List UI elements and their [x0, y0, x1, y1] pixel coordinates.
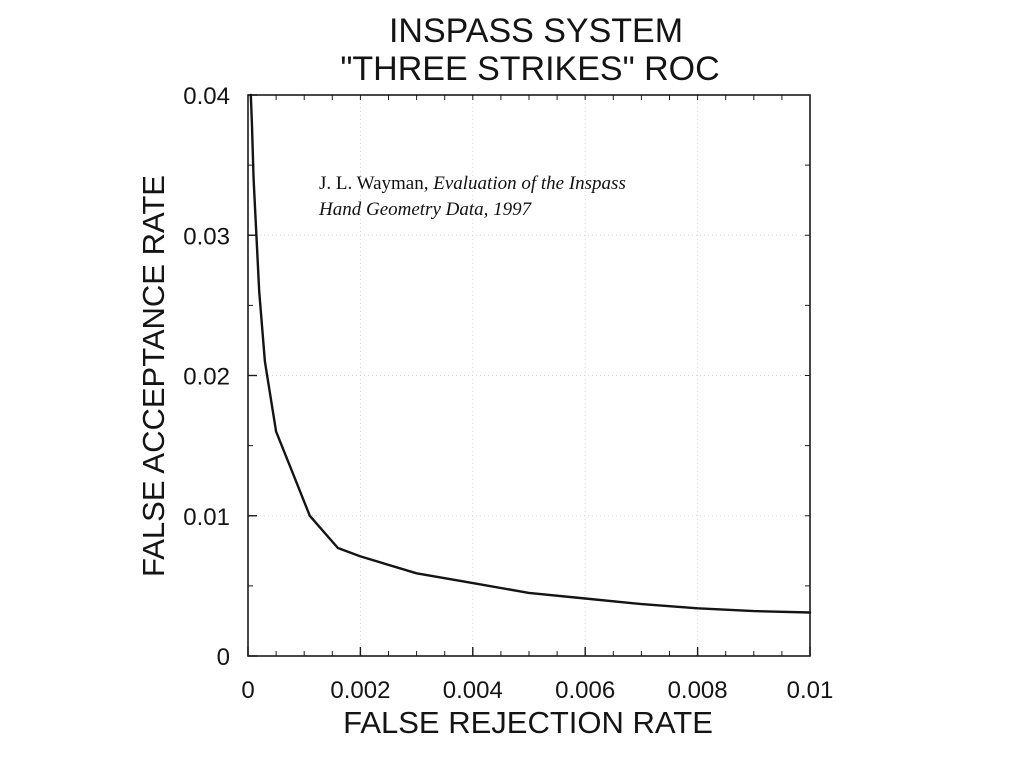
roc-curve-line	[249, 93, 812, 614]
y-axis-label: FALSE ACCEPTANCE RATE	[136, 175, 171, 577]
x-tick-label: 0.004	[443, 677, 503, 704]
y-tick-label: 0	[217, 644, 230, 671]
x-tick-label: 0.006	[555, 677, 615, 704]
chart-title-line-2: "THREE STRIKES" ROC	[340, 50, 719, 88]
x-tick-label: 0.008	[668, 677, 728, 704]
x-axis-ticks: 0 0.002 0.004 0.006 0.008 0.01	[241, 647, 833, 704]
citation-author: J. L. Wayman,	[319, 173, 433, 194]
chart-title: INSPASS SYSTEM "THREE STRIKES" ROC	[340, 12, 719, 88]
x-axis-label: FALSE REJECTION RATE	[343, 705, 713, 740]
x-tick-label: 0	[241, 677, 254, 704]
citation-title-part-1: Evaluation of the Inspass	[432, 173, 626, 194]
chart-title-line-1: INSPASS SYSTEM	[389, 12, 683, 50]
y-tick-label: 0.02	[183, 364, 230, 391]
citation-line-1: J. L. Wayman, Evaluation of the Inspass	[319, 173, 626, 194]
citation-annotation: J. L. Wayman, Evaluation of the Inspass …	[318, 173, 626, 220]
y-tick-label: 0.03	[183, 223, 230, 250]
x-tick-label: 0.01	[787, 677, 834, 704]
citation-line-2: Hand Geometry Data, 1997	[318, 199, 533, 220]
grid-layer	[248, 95, 810, 656]
x-tick-label: 0.002	[330, 677, 390, 704]
y-axis-ticks: 0 0.01 0.02 0.03 0.04	[183, 83, 257, 671]
y-tick-label: 0.01	[183, 504, 230, 531]
y-tick-label: 0.04	[183, 83, 230, 110]
minor-ticks	[248, 95, 810, 656]
